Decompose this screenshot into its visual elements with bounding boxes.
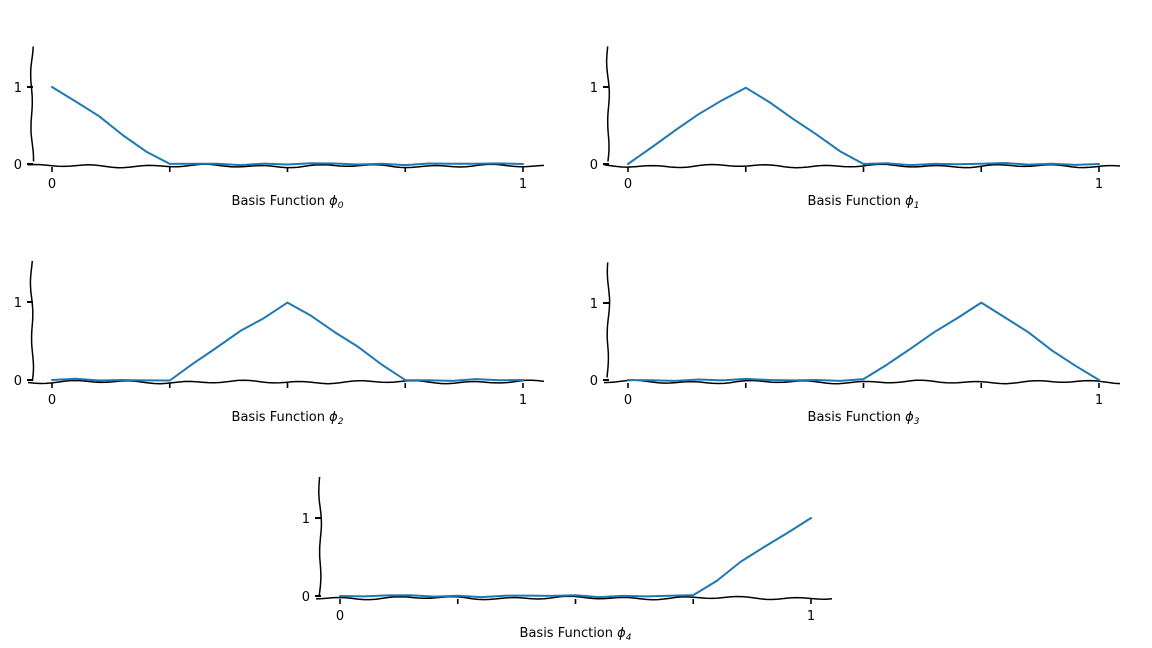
y-tick-label: 1: [14, 81, 22, 96]
y-tick-label: 1: [590, 81, 598, 96]
x-axis-label-symbol: ϕ: [617, 626, 626, 641]
y-tick-label: 1: [302, 512, 310, 527]
y-tick-label: 1: [14, 296, 22, 311]
x-axis-label: Basis Function ϕ3: [808, 410, 920, 427]
y-axis-line: [318, 476, 323, 598]
x-axis-label-symbol: ϕ: [329, 194, 338, 209]
x-tick-label: 1: [1095, 393, 1103, 408]
x-axis-label-subscript: 4: [626, 633, 632, 643]
x-axis-line: [603, 163, 1121, 169]
y-tick-label: 0: [14, 158, 22, 173]
series-line: [627, 86, 1100, 167]
x-axis-label: Basis Function ϕ1: [808, 194, 920, 211]
x-axis-label: Basis Function ϕ4: [520, 626, 632, 643]
x-tick-label: 0: [48, 393, 56, 408]
y-tick-label: 0: [302, 590, 310, 605]
x-tick-label: 0: [624, 177, 632, 192]
x-axis-label-text: Basis Function: [808, 194, 906, 209]
y-axis-line: [29, 260, 35, 382]
x-axis-label-text: Basis Function: [808, 410, 906, 425]
y-axis-line: [605, 46, 611, 162]
x-axis-label-subscript: 1: [914, 201, 920, 211]
y-tick-label: 1: [590, 297, 598, 312]
x-axis-label-text: Basis Function: [232, 194, 330, 209]
subplot-2: 0 1 0 1 Basis Function ϕ2: [14, 260, 545, 427]
y-tick-label: 0: [14, 374, 22, 389]
x-tick-label: 1: [807, 609, 815, 624]
series-line: [51, 86, 524, 167]
x-axis-label-symbol: ϕ: [329, 410, 338, 425]
x-axis-label-subscript: 0: [338, 201, 344, 211]
x-tick-label: 1: [1095, 177, 1103, 192]
series-line: [627, 301, 1100, 382]
subplot-4: 0 1 0 1 Basis Function ϕ4: [302, 476, 833, 643]
y-axis-line: [606, 262, 611, 378]
x-axis-label: Basis Function ϕ2: [232, 410, 344, 427]
x-axis-line: [27, 163, 545, 169]
y-axis-line: [29, 46, 35, 162]
x-axis-label-text: Basis Function: [520, 626, 618, 641]
series-line: [339, 517, 812, 599]
x-tick-label: 1: [519, 393, 527, 408]
x-tick-label: 1: [519, 177, 527, 192]
y-tick-label: 0: [590, 374, 598, 389]
subplot-3: 0 1 0 1 Basis Function ϕ3: [590, 262, 1121, 427]
y-tick-label: 0: [590, 158, 598, 173]
x-tick-label: 0: [624, 393, 632, 408]
x-tick-label: 0: [48, 177, 56, 192]
x-axis-label-subscript: 2: [338, 417, 344, 427]
series-line: [51, 301, 524, 382]
x-axis-line: [315, 595, 833, 601]
x-axis-label-symbol: ϕ: [905, 194, 914, 209]
x-axis-label-text: Basis Function: [232, 410, 330, 425]
x-axis-line: [27, 379, 545, 385]
x-tick-label: 0: [336, 609, 344, 624]
x-axis-line: [603, 379, 1121, 385]
x-axis-label: Basis Function ϕ0: [232, 194, 344, 211]
x-axis-label-symbol: ϕ: [905, 410, 914, 425]
x-axis-label-subscript: 3: [914, 417, 920, 427]
